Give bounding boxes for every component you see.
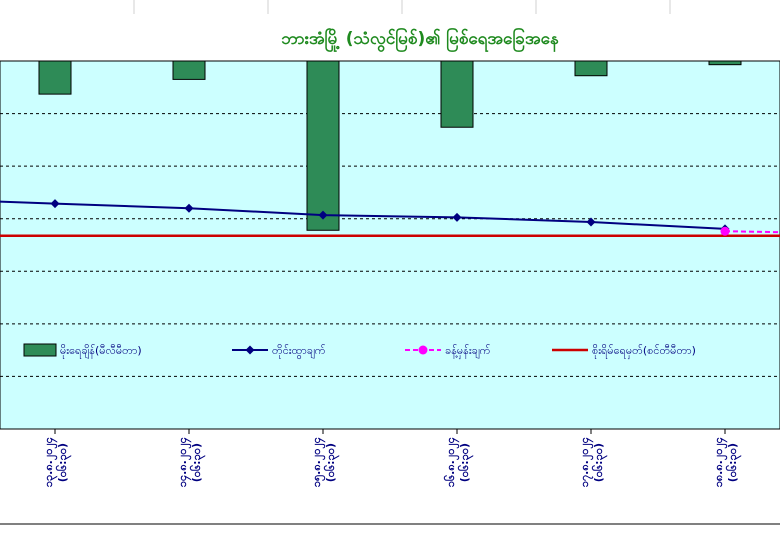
legend-label: တိုင်းထွာချက် <box>272 344 326 359</box>
x-tick-date: ၁၇.၈.၂၀၂၄ <box>578 437 594 487</box>
x-tick-label: ၁၆.၈.၂၀၂၄ (၀၆:၃၀) <box>444 437 474 487</box>
x-tick-label: ၁၃.၈.၂၀၂၄ (၀၆:၃၀) <box>42 437 72 487</box>
x-tick-time: (၀၆:၃၀) <box>324 443 340 482</box>
x-tick-time: (၀၆:၃၀) <box>592 443 608 482</box>
rain-bar <box>172 60 206 80</box>
forecast-point <box>720 226 730 236</box>
x-tick-date: ၁၈.၈.၂၀၂၄ <box>712 437 728 487</box>
water-level-point <box>184 203 194 213</box>
x-tick-time: (၀၆:၃၀) <box>56 443 72 482</box>
rain-bar <box>440 60 474 128</box>
x-tick-date: ၁၃.၈.၂၀၂၄ <box>42 437 58 487</box>
legend-forecast-marker <box>418 345 428 355</box>
rain-bar <box>38 60 72 95</box>
rain-bar <box>574 60 608 77</box>
x-tick-label: ၁၄.၈.၂၀၂၄ (၀၆:၃၀) <box>176 437 206 487</box>
x-tick-time: (၀၆:၃၀) <box>458 443 474 482</box>
water-level-point <box>586 217 596 227</box>
forecast-line <box>720 226 780 236</box>
legend-label: ခန့်မှန်းချက် <box>445 344 491 359</box>
water-level-point <box>452 212 462 222</box>
x-tick-label: ၁၇.၈.၂၀၂၄ (၀၆:၃၀) <box>578 437 608 487</box>
x-tick-time: (၀၆:၃၀) <box>726 443 742 482</box>
rain-bar <box>306 60 340 231</box>
plot-area <box>0 60 780 430</box>
legend-label: မိုးရေချိန်(မီလီမီတာ) <box>60 344 142 359</box>
legend-rain-swatch <box>23 343 57 357</box>
water-level-point <box>50 199 60 209</box>
x-tick-date: ၁၆.၈.၂၀၂၄ <box>444 437 460 487</box>
x-tick-time: (၀၆:၃၀) <box>190 443 206 482</box>
rain-bar <box>708 60 742 66</box>
rain-bars <box>38 60 742 231</box>
water-level-point <box>318 210 328 220</box>
x-axis-ticks: ၁၃.၈.၂၀၂၄ (၀၆:၃၀) ၁၄.၈.၂၀၂၄ (၀၆:၃၀) ၁၅.၈.၂၀၂… <box>0 429 780 525</box>
legend: မိုးရေချိန်(မီလီမီတာ) တိုင်းထွာချက် ခန့်မှ… <box>23 343 696 359</box>
x-tick-date: ၁၄.၈.၂၀၂၄ <box>176 437 192 487</box>
forecast-path <box>724 230 780 234</box>
legend-level-marker <box>245 345 255 355</box>
x-tick-label: ၁၈.၈.၂၀၂၄ (၀၆:၃၀) <box>712 437 742 487</box>
grid-lines <box>0 0 780 377</box>
x-tick-label: ၁၅.၈.၂၀၂၄ (၀၆:၃၀) <box>310 437 340 487</box>
chart-title: ဘားအံမြို့ (သံလွင်မြစ်)၏ မြစ်ရေအခြေအနေ <box>280 26 558 53</box>
x-tick-date: ၁၅.၈.၂၀၂၄ <box>310 437 326 487</box>
legend-label: စိုးရိမ်ရေမှတ်(စင်တီမီတာ) <box>592 344 696 359</box>
